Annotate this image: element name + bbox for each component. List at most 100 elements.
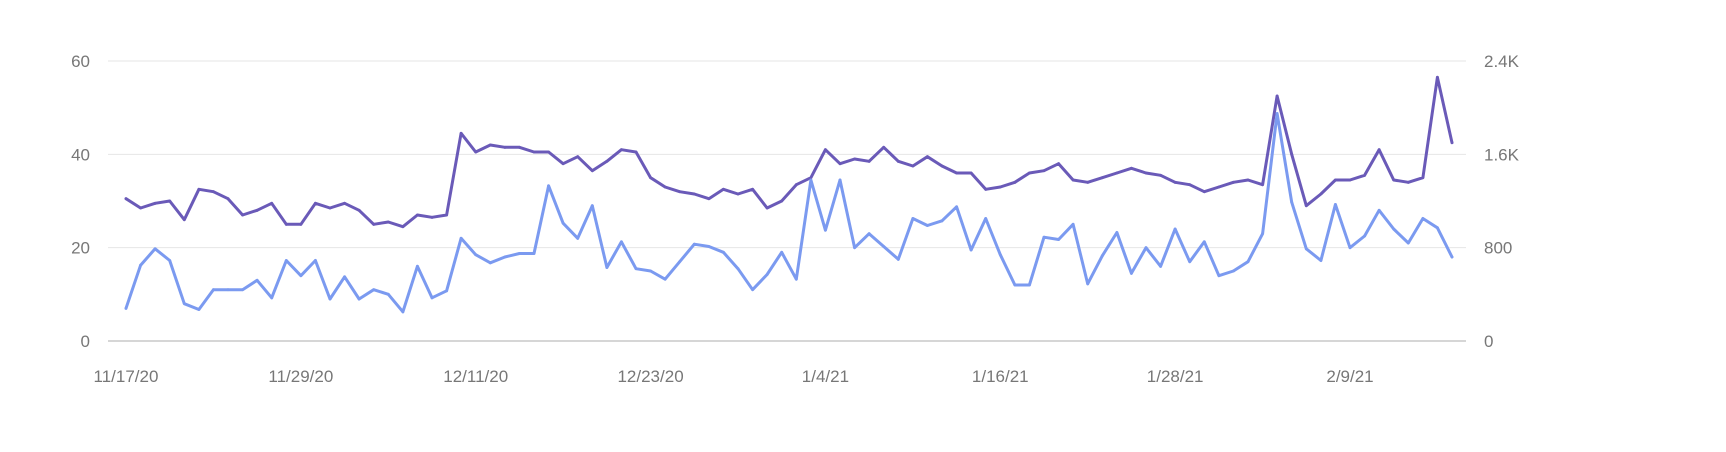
data-point-left-series [255,208,259,212]
x-axis-tick-label: 11/29/20 [268,367,333,386]
data-point-left-series [241,213,244,217]
data-point-left-series [1057,162,1060,166]
data-point-left-series [1304,204,1308,208]
data-point-right-series [634,267,638,271]
data-point-right-series [284,259,288,262]
data-point-left-series [824,148,827,152]
data-point-right-series [911,217,915,220]
data-point-right-series [853,246,856,250]
x-axis-tick-label: 12/23/20 [617,367,683,386]
left-axis-tick-label: 60 [71,52,90,71]
data-point-right-series [503,255,507,259]
data-point-left-series [153,201,157,205]
data-point-right-series [518,252,521,255]
data-point-right-series [386,292,390,296]
data-point-left-series [284,222,288,226]
data-point-right-series [1275,112,1279,115]
data-point-right-series [663,277,667,281]
data-point-left-series [1188,183,1192,187]
data-point-right-series [1217,274,1221,278]
data-point-right-series [1377,208,1381,212]
data-point-right-series [620,240,623,244]
data-point-right-series [357,297,361,301]
data-point-right-series [780,250,784,254]
data-point-left-series [809,176,813,180]
data-point-left-series [663,185,667,189]
data-point-right-series [1130,271,1133,275]
data-point-right-series [343,275,346,279]
right-axis-tick-label: 800 [1484,239,1512,258]
data-point-right-series [547,184,550,188]
data-point-left-series [1363,173,1366,177]
data-point-left-series [1246,178,1250,182]
data-point-right-series [1202,240,1206,244]
data-point-left-series [969,171,973,175]
data-point-right-series [1173,227,1177,231]
data-point-right-series [1086,282,1090,286]
data-point-left-series [561,162,565,166]
data-point-left-series [197,187,201,191]
data-point-left-series [736,192,740,196]
data-point-right-series [1406,241,1410,245]
data-point-right-series [1071,222,1075,226]
data-point-left-series [1392,178,1396,182]
data-point-right-series [590,204,594,208]
data-point-left-series [955,171,958,175]
data-point-right-series [794,277,798,281]
data-point-left-series [459,131,463,135]
data-point-left-series [488,143,492,147]
data-point-left-series [649,176,652,180]
data-point-right-series [940,219,944,223]
data-point-left-series [1028,171,1031,175]
data-point-right-series [998,253,1002,257]
data-point-left-series [1290,152,1294,156]
data-point-right-series [1421,217,1425,220]
data-point-right-series [955,205,958,209]
data-point-left-series [314,201,317,205]
x-axis-tick-label: 2/9/21 [1326,367,1373,386]
data-point-left-series [692,192,696,196]
series-layer [124,75,1454,314]
data-point-right-series [1348,246,1352,250]
data-point-left-series [1406,180,1410,184]
left-axis-ticks: 0 20 40 60 [71,52,90,351]
data-point-left-series [1436,75,1439,79]
data-point-left-series [343,201,346,205]
data-point-left-series [1334,178,1337,182]
right-axis-tick-label: 0 [1484,332,1493,351]
data-point-right-series [1392,227,1396,231]
data-point-left-series [1159,173,1162,177]
data-point-right-series [1115,231,1119,234]
data-point-left-series [794,183,798,187]
data-point-right-series [1100,254,1104,258]
grid-layer [108,60,1466,342]
x-axis-tick-label: 1/28/21 [1147,367,1204,386]
data-point-right-series [561,221,565,225]
data-point-right-series [1436,226,1439,230]
data-point-left-series [634,150,638,154]
data-point-left-series [722,187,725,191]
data-point-right-series [314,259,317,262]
data-point-left-series [1202,190,1206,194]
data-point-left-series [401,225,405,229]
data-point-right-series [416,264,419,268]
data-point-left-series [299,222,303,226]
x-axis-ticks: 11/17/20 11/29/20 12/11/20 12/23/20 1/4/21 1/… [94,367,1374,386]
data-point-right-series [969,248,973,252]
data-point-right-series [1304,247,1308,251]
data-point-right-series [1319,259,1323,262]
x-axis-tick-label: 1/4/21 [802,367,849,386]
data-point-right-series [1246,260,1250,264]
data-point-left-series [212,190,215,194]
data-point-left-series [182,218,186,222]
data-point-right-series [226,288,230,292]
data-point-right-series [576,236,580,240]
data-point-right-series [896,257,900,261]
data-point-left-series [926,155,929,159]
data-point-left-series [590,169,594,173]
data-point-left-series [1450,141,1454,145]
data-point-left-series [124,197,128,201]
data-point-right-series [1159,264,1162,268]
data-point-left-series [911,164,915,168]
